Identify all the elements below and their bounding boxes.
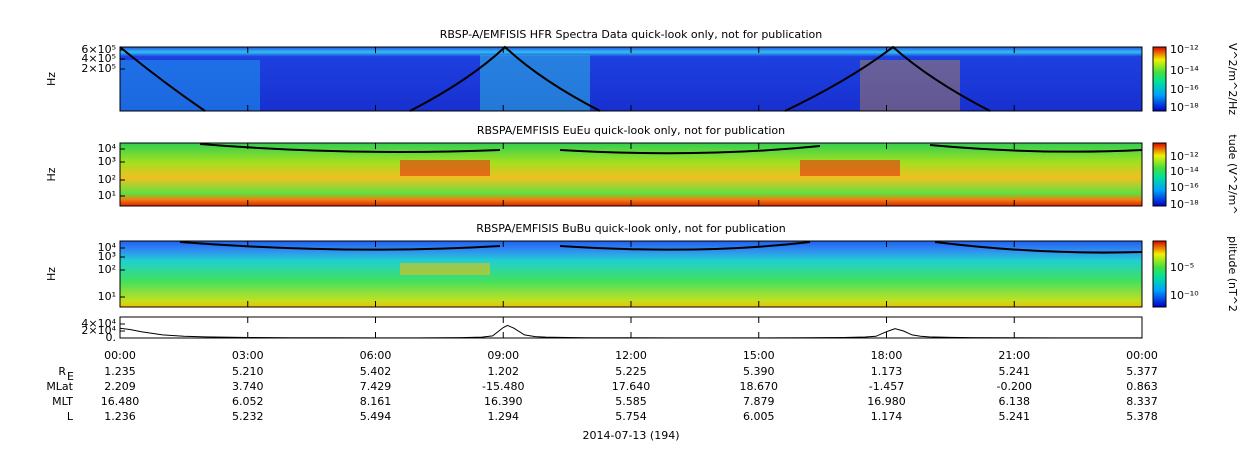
spectrogram-feature bbox=[120, 60, 260, 111]
x-tick-label: 15:00 bbox=[743, 349, 775, 362]
colorbar-tick-label: 10⁻¹⁸ bbox=[1170, 101, 1199, 114]
ephemeris-value: 6.138 bbox=[999, 395, 1031, 408]
ephemeris-label: R bbox=[58, 365, 66, 378]
ephemeris-value: -15.480 bbox=[482, 380, 524, 393]
y-tick-label: 10³ bbox=[98, 250, 116, 263]
ephemeris-value: 6.005 bbox=[743, 410, 775, 423]
spectrogram bbox=[120, 47, 1142, 111]
colorbar-tick-label: 10⁻¹⁸ bbox=[1170, 198, 1199, 211]
ephemeris-value: 1.173 bbox=[871, 365, 903, 378]
spectrogram-feature bbox=[800, 160, 900, 176]
colorbar-tick-label: 10⁻¹⁴ bbox=[1170, 165, 1199, 178]
spectrogram bbox=[120, 241, 1142, 307]
ephemeris-label: L bbox=[67, 410, 74, 423]
ephemeris-value: 16.980 bbox=[867, 395, 906, 408]
y-tick-label: 10¹ bbox=[98, 189, 116, 202]
ephemeris-value: 16.390 bbox=[484, 395, 523, 408]
ephemeris-label: MLT bbox=[52, 395, 73, 408]
colorbar bbox=[1152, 46, 1167, 112]
cyclotron-curve bbox=[179, 241, 1143, 254]
ephemeris-value: 8.161 bbox=[360, 395, 392, 408]
y-axis-label: Hz bbox=[45, 267, 58, 281]
ephemeris-value: 5.402 bbox=[360, 365, 392, 378]
panel-title: RBSPA/EMFISIS BuBu quick-look only, not … bbox=[476, 222, 786, 235]
ephemeris-value: 5.210 bbox=[232, 365, 264, 378]
x-tick-label: 09:00 bbox=[487, 349, 519, 362]
ephemeris-label: MLat bbox=[46, 380, 73, 393]
x-axis-label: 2014-07-13 (194) bbox=[582, 429, 679, 442]
colorbar-tick-label: 10⁻¹⁰ bbox=[1170, 289, 1199, 302]
colorbar-tick-label: 10⁻¹² bbox=[1170, 150, 1199, 163]
spectrogram-feature bbox=[400, 160, 490, 176]
panel-title: RBSPA/EMFISIS EuEu quick-look only, not … bbox=[477, 124, 785, 137]
ephemeris-value: -0.200 bbox=[997, 380, 1032, 393]
cyclotron-curve bbox=[199, 143, 1143, 155]
colorbar-tick-label: 10⁻⁵ bbox=[1170, 261, 1194, 274]
y-tick-label: 10³ bbox=[98, 155, 116, 168]
ephemeris-label-sub: E bbox=[67, 370, 74, 383]
ephemeris-value: 5.225 bbox=[615, 365, 647, 378]
x-tick-label: 06:00 bbox=[360, 349, 392, 362]
colorbar-label: plitude (nT^2 bbox=[1226, 236, 1239, 312]
ephemeris-value: 5.585 bbox=[615, 395, 647, 408]
y-axis-label: Hz bbox=[45, 167, 58, 181]
x-tick-label: 00:00 bbox=[104, 349, 136, 362]
ephemeris-value: 17.640 bbox=[612, 380, 651, 393]
y-tick-label: 10¹ bbox=[98, 290, 116, 303]
x-tick-label: 21:00 bbox=[998, 349, 1030, 362]
colorbar-tick-label: 10⁻¹⁴ bbox=[1170, 64, 1199, 77]
y-tick-label: 2×10⁵ bbox=[81, 62, 116, 75]
spectrogram-feature bbox=[480, 55, 590, 111]
ephemeris-value: 3.740 bbox=[232, 380, 264, 393]
colorbar-label: tude (V^2/m^ bbox=[1226, 134, 1239, 214]
spectrogram-feature bbox=[400, 263, 490, 275]
x-tick-label: 12:00 bbox=[615, 349, 647, 362]
x-tick-label: 00:00 bbox=[1126, 349, 1158, 362]
panel-title: RBSP-A/EMFISIS HFR Spectra Data quick-lo… bbox=[440, 28, 823, 41]
y-tick-label: 10² bbox=[98, 173, 116, 186]
ephemeris-value: 16.480 bbox=[101, 395, 140, 408]
ephemeris-value: 6.052 bbox=[232, 395, 264, 408]
y-tick-label: 4×10⁴ bbox=[81, 317, 116, 330]
ephemeris-value: 5.494 bbox=[360, 410, 392, 423]
ephemeris-value: 5.377 bbox=[1126, 365, 1158, 378]
ephemeris-value: 1.236 bbox=[104, 410, 136, 423]
y-tick-label: 0. bbox=[106, 331, 117, 344]
ephemeris-value: 2.209 bbox=[104, 380, 136, 393]
ephemeris-value: -1.457 bbox=[869, 380, 904, 393]
data-line bbox=[119, 324, 1142, 339]
y-tick-label: 10⁴ bbox=[98, 142, 117, 155]
y-tick-label: 2×10⁴ bbox=[81, 324, 116, 337]
y-tick-label: 10⁴ bbox=[98, 241, 117, 254]
y-axis-label: Hz bbox=[45, 72, 58, 86]
ephemeris-value: 0.863 bbox=[1126, 380, 1158, 393]
colorbar-tick-label: 10⁻¹⁶ bbox=[1170, 181, 1199, 194]
colorbar-tick-label: 10⁻¹² bbox=[1170, 43, 1199, 56]
ephemeris-value: 5.754 bbox=[615, 410, 647, 423]
ephemeris-value: 1.174 bbox=[871, 410, 903, 423]
ephemeris-value: 5.241 bbox=[999, 410, 1031, 423]
ephemeris-value: 1.235 bbox=[104, 365, 136, 378]
colorbar bbox=[1152, 240, 1167, 308]
colorbar-tick-label: 10⁻¹⁶ bbox=[1170, 83, 1199, 96]
ephemeris-value: 7.879 bbox=[743, 395, 775, 408]
ephemeris-value: 7.429 bbox=[360, 380, 392, 393]
x-tick-label: 18:00 bbox=[871, 349, 903, 362]
ephemeris-value: 5.241 bbox=[999, 365, 1031, 378]
ephemeris-value: 8.337 bbox=[1126, 395, 1158, 408]
ephemeris-value: 1.202 bbox=[488, 365, 520, 378]
ephemeris-value: 5.390 bbox=[743, 365, 775, 378]
y-tick-label: 10² bbox=[98, 263, 116, 276]
ephemeris-value: 5.378 bbox=[1126, 410, 1158, 423]
ephemeris-value: 5.232 bbox=[232, 410, 264, 423]
y-tick-label: 6×10⁵ bbox=[81, 43, 116, 56]
x-tick-label: 03:00 bbox=[232, 349, 264, 362]
colorbar-label: V^2/m^2/Hz bbox=[1226, 43, 1239, 115]
ephemeris-value: 1.294 bbox=[488, 410, 520, 423]
y-tick-label: 4×10⁵ bbox=[81, 52, 116, 65]
ephemeris-value: 18.670 bbox=[740, 380, 779, 393]
colorbar bbox=[1152, 142, 1167, 207]
